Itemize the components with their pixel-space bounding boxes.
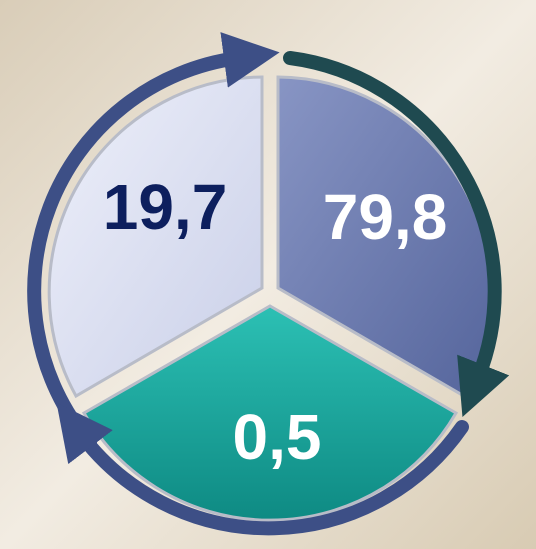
segment-label: 79,8	[323, 181, 448, 253]
page: 19,7 79,8 0,5 (() => { const data = JSON…	[0, 0, 536, 549]
segment-label: 19,7	[103, 171, 228, 243]
cycle-diagram: 19,7 79,8 0,5	[0, 0, 536, 549]
segment-label: 0,5	[233, 401, 322, 473]
